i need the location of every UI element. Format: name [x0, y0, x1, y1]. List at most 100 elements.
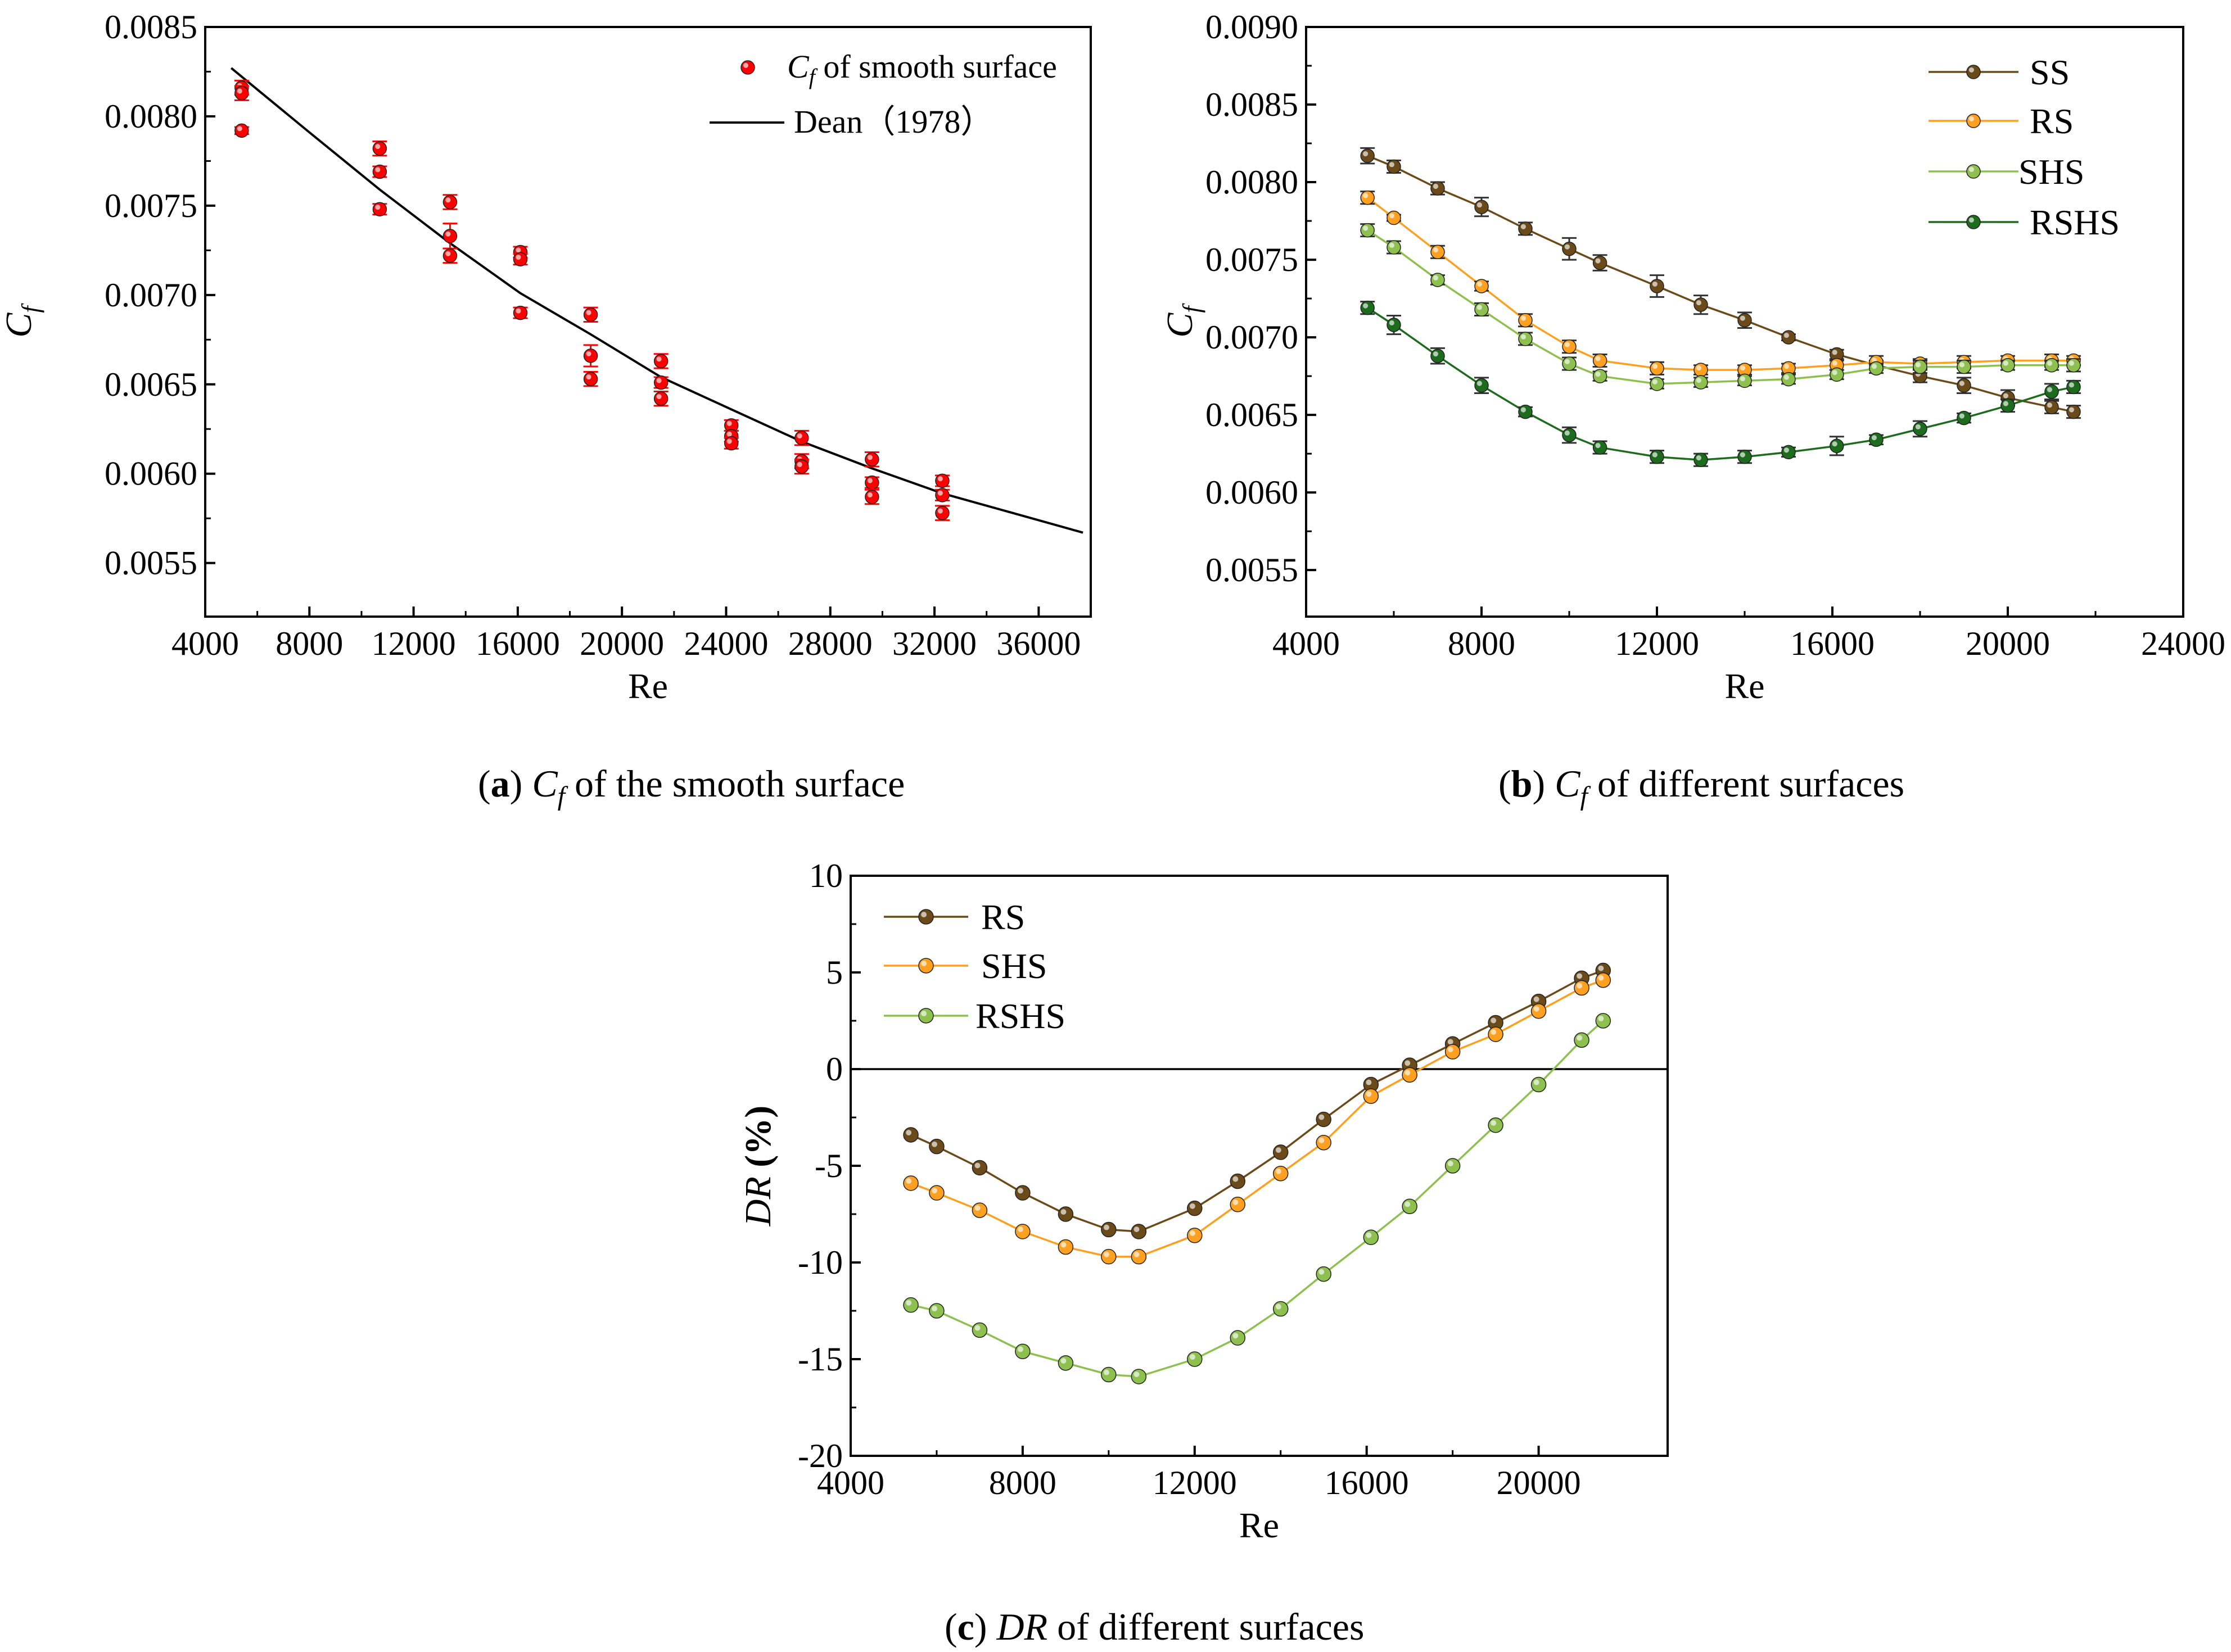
b-xtick-label: 16000 [1790, 625, 1875, 662]
b-marker-highlight [1433, 275, 1438, 280]
b-shs-point [1830, 367, 1844, 382]
c-shs-point [1363, 1088, 1379, 1104]
a-marker-highlight [726, 438, 732, 444]
b-rs-point [1518, 313, 1533, 328]
b-legend-marker-ss [1966, 65, 1981, 79]
c-rshs-point [1595, 1013, 1611, 1029]
b-legend-marker-shs [1966, 164, 1981, 179]
a-ytick-label: 0.0085 [105, 8, 197, 46]
c-marker-highlight [1018, 1226, 1023, 1232]
b-rs-point [1430, 245, 1445, 260]
b-marker-highlight [1520, 224, 1526, 229]
chart-b: 4000 8000 12000 16000 20000 24000 0.0055 0.0060… [1159, 8, 2225, 706]
b-shs-point [1737, 373, 1752, 388]
c-rshs-point [903, 1297, 919, 1313]
a-data-point [583, 307, 598, 322]
a-data-point [372, 202, 387, 216]
b-rshs-point [1869, 432, 1884, 447]
b-marker-highlight [1783, 364, 1789, 369]
c-rs-point [903, 1127, 919, 1143]
c-shs-point [972, 1202, 988, 1218]
b-marker-highlight [1871, 435, 1877, 441]
b-xtick-label: 8000 [1448, 625, 1515, 662]
b-marker-highlight [1696, 455, 1701, 461]
c-ytick-label: -20 [798, 1437, 843, 1474]
c-marker-highlight [1275, 1304, 1281, 1310]
c-marker-highlight [1104, 1251, 1109, 1257]
a-marker-highlight [586, 351, 591, 356]
caption-a-letter: a [490, 762, 510, 805]
c-marker-highlight [1133, 1226, 1140, 1232]
b-marker-highlight [1595, 371, 1601, 377]
b-xtick-label: 4000 [1272, 625, 1340, 662]
c-shs-point [1131, 1248, 1147, 1265]
a-marker-highlight [937, 490, 943, 496]
b-legend: SS RS SHS RSHS [1929, 52, 2120, 242]
a-xtick-label: 28000 [788, 625, 873, 662]
c-shs-point [1488, 1026, 1503, 1042]
a-ylabel-main: C [0, 313, 39, 338]
b-marker-highlight [2047, 360, 2052, 366]
b-marker-highlight [1740, 452, 1745, 458]
c-ytick-label: -5 [815, 1147, 843, 1184]
a-ytick-label: 0.0075 [105, 187, 197, 224]
a-data-point [583, 348, 598, 363]
b-marker-highlight [1652, 452, 1658, 458]
b-series-rs-line [1367, 197, 2074, 371]
c-marker-highlight [974, 1162, 981, 1169]
chart-a: 4000 8000 12000 16000 20000 24000 28000 32000 36… [0, 8, 1092, 706]
c-rshs-point [1363, 1229, 1379, 1246]
b-ss-point [1650, 279, 1664, 293]
b-ss-point [1562, 242, 1577, 256]
c-rshs-point [1574, 1032, 1589, 1048]
c-marker-highlight [1275, 1147, 1281, 1153]
c-marker-highlight [1491, 1017, 1497, 1024]
a-marker-highlight [375, 143, 381, 150]
b-rshs-point [1387, 318, 1401, 332]
c-marker-highlight [1404, 1070, 1411, 1076]
c-series-shs-line [910, 979, 1604, 1258]
c-ytick-label: -10 [798, 1244, 843, 1281]
c-marker-highlight [921, 912, 927, 918]
b-rshs-point [1562, 428, 1577, 442]
a-legend-label-rest: of smooth surface [815, 48, 1057, 85]
c-legend-marker-rs [918, 909, 934, 925]
caption-c-prefix: DR [996, 1605, 1048, 1648]
caption-b-sub: f [1580, 781, 1588, 811]
c-legend-label-rs: RS [981, 897, 1025, 937]
a-data-point [724, 436, 739, 451]
b-marker-highlight [1389, 320, 1394, 325]
caption-a-sub: f [557, 781, 566, 811]
a-marker-highlight [726, 420, 732, 426]
c-legend-marker-shs [918, 958, 934, 974]
a-marker-highlight [797, 461, 802, 467]
b-xlabel: Re [1724, 666, 1764, 706]
a-data-point [513, 305, 528, 320]
c-marker-highlight [1275, 1168, 1281, 1174]
b-marker-highlight [1595, 442, 1601, 449]
c-shs-point [903, 1175, 919, 1191]
c-rs-point [1316, 1111, 1331, 1128]
b-shs-point [1360, 223, 1375, 238]
c-ytick-label: 0 [826, 1051, 843, 1088]
c-marker-highlight [1232, 1176, 1239, 1182]
c-shs-point [1402, 1067, 1417, 1083]
a-xtick-label: 32000 [892, 625, 977, 662]
b-marker-highlight [1363, 303, 1369, 309]
b-marker-highlight [1363, 193, 1369, 198]
c-rs-point [972, 1160, 988, 1176]
c-marker-highlight [1491, 1120, 1497, 1126]
a-ytick-label: 0.0055 [105, 545, 197, 582]
b-ss-point [1387, 159, 1401, 174]
b-xtick-label: 12000 [1615, 625, 1699, 662]
b-marker-highlight [1433, 183, 1438, 189]
b-ylabel-main: C [1159, 313, 1200, 338]
c-marker-highlight [1577, 973, 1583, 979]
b-marker-highlight [1696, 300, 1701, 306]
b-marker-highlight [1476, 381, 1482, 386]
caption-a: (a) Cf of the smooth surface [478, 762, 905, 811]
a-xtick-label: 4000 [171, 625, 239, 662]
b-xtick-label: 24000 [2141, 625, 2225, 662]
c-marker-highlight [1577, 983, 1583, 989]
a-ytick-label: 0.0060 [105, 455, 197, 492]
